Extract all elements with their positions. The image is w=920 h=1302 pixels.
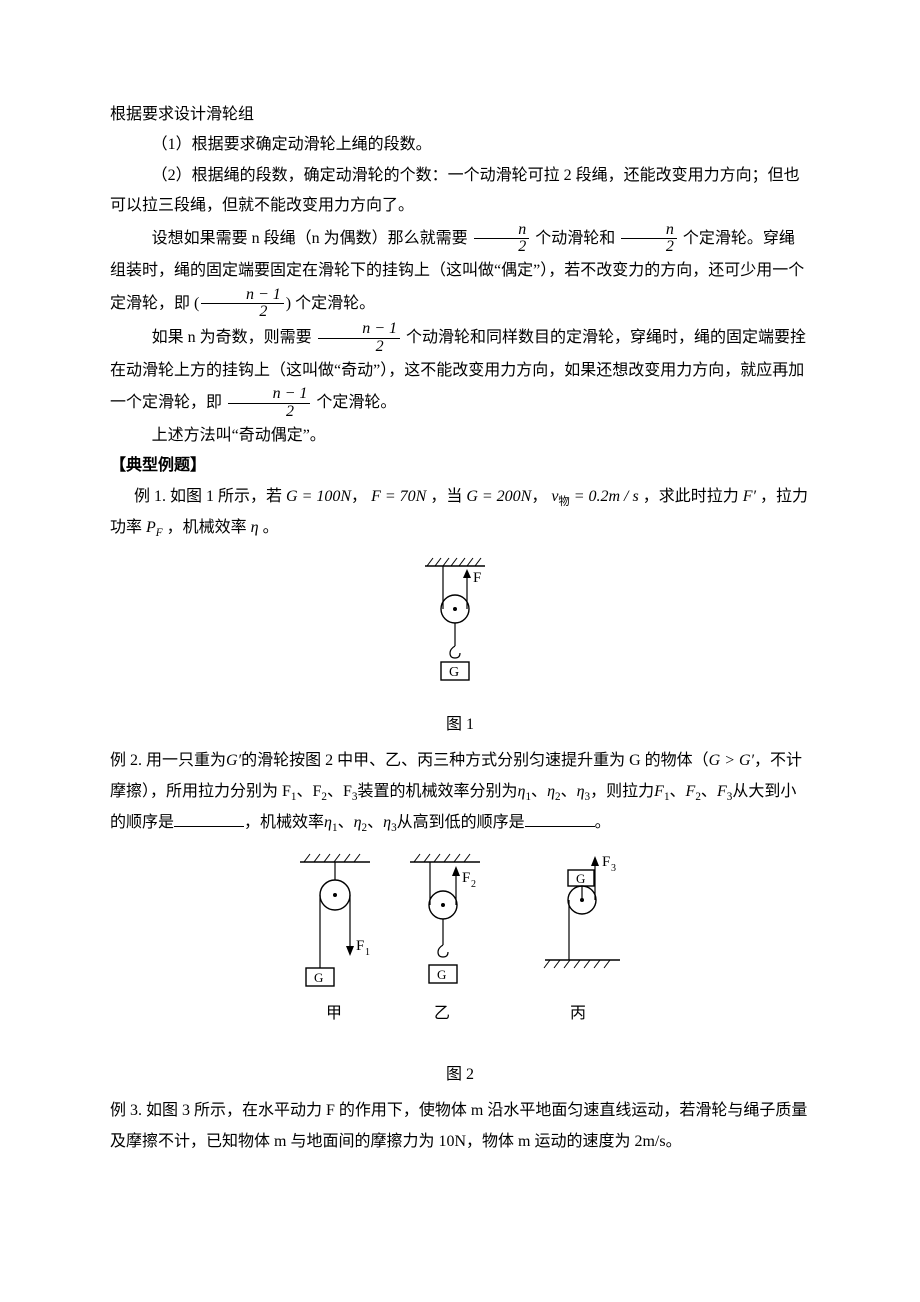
example-3-text: 例 3. 如图 3 所示，在水平动力 F 的作用下，使物体 m 沿水平地面匀速直… <box>110 1096 810 1157</box>
svg-text:F: F <box>462 870 470 886</box>
ex2-lead: 例 2. 用一只重为 <box>110 752 226 769</box>
svg-text:G: G <box>314 970 323 985</box>
fig2-yi: F 2 G 乙 <box>410 854 480 1022</box>
ex2-p7a: 、 <box>561 783 577 800</box>
odd-case: 如果 n 为奇数，则需要 n − 1 2 个动滑轮和同样数目的定滑轮，穿绳时，绳… <box>110 321 810 421</box>
svg-text:丙: 丙 <box>570 1005 586 1022</box>
ex2-eta3b: η <box>383 814 391 831</box>
ex1-lead: 例 1. 如图 1 所示，若 <box>134 488 282 505</box>
example-2-text: 例 2. 用一只重为G′的滑轮按图 2 中甲、乙、丙三种方式分别匀速提升重为 G… <box>110 746 810 839</box>
svg-text:乙: 乙 <box>434 1005 450 1022</box>
ex2-p5: 装置的机械效率分别为 <box>358 783 518 800</box>
ex2-f2s: 2 <box>695 791 701 803</box>
ex2-p12: 。 <box>595 814 611 831</box>
mnemonic: 上述方法叫“奇动偶定”。 <box>110 421 810 451</box>
ex2-f1s: 1 <box>664 791 670 803</box>
blank-2[interactable] <box>525 810 595 827</box>
fig1-f-label: F <box>473 570 481 586</box>
figure-2-svg: G F 1 甲 <box>280 850 640 1045</box>
svg-text:2: 2 <box>471 879 476 890</box>
even-case: 设想如果需要 n 段绳（n 为偶数）那么就需要 n 2 个动滑轮和 n 2 个定… <box>110 222 810 322</box>
even-text-a: 设想如果需要 n 段绳（n 为偶数）那么就需要 <box>152 230 468 247</box>
frac-nminus1-over-2-b: n − 1 2 <box>318 321 400 356</box>
svg-text:1: 1 <box>365 947 370 958</box>
example-2: 例 2. 用一只重为G′的滑轮按图 2 中甲、乙、丙三种方式分别匀速提升重为 G… <box>110 746 810 1090</box>
ex2-p4: 、F <box>327 783 352 800</box>
ex2-eta2b: η <box>354 814 362 831</box>
figure-1-caption: 图 1 <box>110 710 810 740</box>
ex2-p10: ，机械效率 <box>244 814 324 831</box>
ex2-f2: F <box>686 783 696 800</box>
ex2-ggprime: G > G′ <box>709 752 754 769</box>
fig1-g-label: G <box>449 665 459 680</box>
ex2-p8: ，则拉力 <box>590 783 654 800</box>
ex2-gprime: G′ <box>226 752 241 769</box>
frac-n-over-2-a: n 2 <box>474 222 530 257</box>
svg-text:F: F <box>602 854 610 870</box>
odd-text-c: 个定滑轮。 <box>316 394 396 411</box>
frac-n-over-2-b: n 2 <box>621 222 677 257</box>
fig2-jia: G F 1 甲 <box>300 854 370 1022</box>
ex2-eta2: η <box>547 783 555 800</box>
even-text-d: 个定滑轮。 <box>295 295 375 312</box>
ex2-p3: 、F <box>297 783 322 800</box>
svg-text:F: F <box>356 938 364 954</box>
ex1-g1: G = 100N <box>286 488 351 505</box>
ex1-after3: ，机械效率 <box>167 519 247 536</box>
ex1-eta: η <box>251 519 259 536</box>
ex1-after: ，求此时拉力 <box>643 488 739 505</box>
ex2-p6a: 、 <box>531 783 547 800</box>
section-title: 【典型例题】 <box>110 451 810 481</box>
figure-2-caption: 图 2 <box>110 1060 810 1090</box>
step1: （1）根据要求确定动滑轮上绳的段数。 <box>110 130 810 160</box>
ex1-g2: G = 200N <box>466 488 531 505</box>
example-1-text: 例 1. 如图 1 所示，若 G = 100N， F = 70N ，当 G = … <box>110 482 810 545</box>
ex1-veq: = 0.2m / s <box>574 488 639 505</box>
ex1-period: 。 <box>263 519 279 536</box>
ex1-fprime: F′ <box>743 488 756 505</box>
fig2-bing: F 3 G <box>544 854 620 1022</box>
blank-1[interactable] <box>174 810 244 827</box>
even-text-b: 个动滑轮和 <box>535 230 615 247</box>
ex2-f3: F <box>717 783 727 800</box>
ex1-pf: P <box>146 519 156 536</box>
design-title: 根据要求设计滑轮组 <box>110 100 810 130</box>
step2: （2）根据绳的段数，确定动滑轮的个数：一个动滑轮可拉 2 段绳，还能改变用力方向… <box>110 161 810 222</box>
svg-text:甲: 甲 <box>326 1005 342 1022</box>
ex2-eta1b: η <box>324 814 332 831</box>
ex2-f1: F <box>654 783 664 800</box>
ex2-p6b: 、 <box>338 814 354 831</box>
figure-2: G F 1 甲 <box>110 850 810 1056</box>
ex1-vsub: 物 <box>558 496 569 508</box>
odd-text-a: 如果 n 为奇数，则需要 <box>152 329 312 346</box>
frac-nminus1-over-2-a: n − 1 2 <box>201 287 283 322</box>
ex2-p11: 从高到低的顺序是 <box>397 814 525 831</box>
frac-nminus1-over-2-c: n − 1 2 <box>228 386 310 421</box>
svg-text:3: 3 <box>611 863 616 874</box>
ex2-p1: 的滑轮按图 2 中甲、乙、丙三种方式分别匀速提升重为 G 的物体（ <box>241 752 709 769</box>
ex2-eta3: η <box>577 783 585 800</box>
ex2-p7b: 、 <box>367 814 383 831</box>
figure-1: F G <box>110 554 810 705</box>
example-1: 例 1. 如图 1 所示，若 G = 100N， F = 70N ，当 G = … <box>110 482 810 741</box>
page: 根据要求设计滑轮组 （1）根据要求确定动滑轮上绳的段数。 （2）根据绳的段数，确… <box>0 0 920 1217</box>
ex1-c1: ， <box>351 488 367 505</box>
ex1-c2: ， <box>531 488 547 505</box>
ex1-pfsub: F <box>156 527 163 539</box>
svg-text:G: G <box>576 871 585 886</box>
ex1-f1: F = 70N <box>371 488 426 505</box>
ex1-mid: ，当 <box>430 488 462 505</box>
figure-1-svg: F G <box>405 554 515 694</box>
svg-text:G: G <box>437 967 446 982</box>
